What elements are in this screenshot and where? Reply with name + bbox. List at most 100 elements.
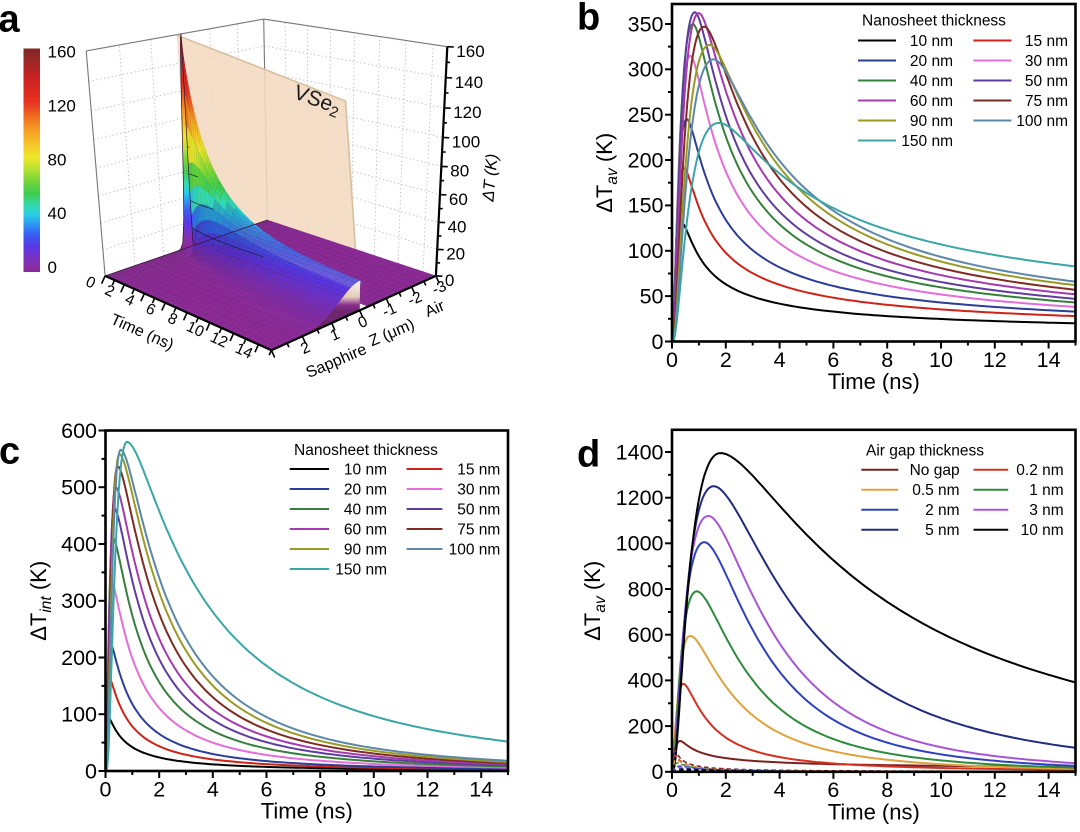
svg-text:Air: Air: [423, 297, 448, 321]
svg-text:d: d: [577, 434, 600, 476]
svg-text:12: 12: [983, 348, 1007, 372]
svg-text:Time (ns): Time (ns): [261, 799, 353, 824]
svg-text:10: 10: [929, 348, 953, 372]
svg-text:60 nm: 60 nm: [910, 93, 953, 110]
svg-text:0: 0: [666, 348, 678, 372]
svg-text:3 nm: 3 nm: [1029, 502, 1063, 519]
svg-text:50: 50: [640, 284, 664, 308]
svg-text:Nanosheet thickness: Nanosheet thickness: [862, 13, 1006, 30]
svg-text:a: a: [0, 0, 21, 41]
svg-text:30 nm: 30 nm: [1025, 53, 1068, 70]
svg-text:2: 2: [720, 348, 732, 372]
svg-text:80: 80: [450, 162, 469, 181]
svg-text:40 nm: 40 nm: [910, 73, 953, 90]
svg-text:14: 14: [1037, 778, 1061, 802]
svg-text:4: 4: [774, 348, 786, 372]
svg-text:200: 200: [628, 148, 664, 172]
svg-text:100: 100: [61, 703, 97, 727]
svg-text:30 nm: 30 nm: [457, 482, 500, 499]
svg-text:100: 100: [628, 239, 664, 263]
svg-text:-3: -3: [430, 278, 449, 299]
svg-text:40: 40: [48, 204, 67, 223]
svg-text:120: 120: [453, 103, 481, 122]
svg-text:4: 4: [774, 778, 786, 802]
svg-text:10: 10: [929, 778, 953, 802]
svg-text:1400: 1400: [616, 440, 664, 464]
svg-text:600: 600: [61, 419, 97, 443]
svg-text:20: 20: [446, 245, 465, 264]
svg-text:10 nm: 10 nm: [910, 33, 953, 50]
svg-text:10: 10: [362, 777, 386, 801]
svg-text:200: 200: [61, 646, 97, 670]
svg-text:350: 350: [628, 12, 664, 36]
svg-text:1200: 1200: [616, 486, 664, 510]
svg-text:15 nm: 15 nm: [457, 462, 500, 479]
svg-text:b: b: [577, 0, 600, 39]
svg-text:400: 400: [61, 532, 97, 556]
svg-text:Time (ns): Time (ns): [828, 799, 920, 824]
svg-text:300: 300: [628, 58, 664, 82]
svg-text:300: 300: [61, 589, 97, 613]
svg-text:8: 8: [881, 778, 893, 802]
svg-text:0: 0: [48, 258, 57, 277]
svg-text:20 nm: 20 nm: [344, 482, 387, 499]
svg-text:6: 6: [827, 348, 839, 372]
svg-text:12: 12: [983, 778, 1007, 802]
svg-text:40 nm: 40 nm: [344, 502, 387, 519]
svg-text:100 nm: 100 nm: [449, 542, 501, 559]
svg-text:14: 14: [469, 777, 493, 801]
svg-text:250: 250: [628, 103, 664, 127]
svg-text:150 nm: 150 nm: [335, 562, 387, 579]
svg-text:40: 40: [448, 218, 467, 237]
svg-text:100: 100: [452, 133, 480, 152]
svg-text:6: 6: [261, 777, 273, 801]
svg-text:0: 0: [652, 330, 664, 354]
svg-text:80: 80: [48, 150, 67, 169]
svg-text:-2: -2: [405, 289, 424, 310]
svg-text:50 nm: 50 nm: [457, 502, 500, 519]
svg-text:0: 0: [100, 777, 112, 801]
svg-text:60 nm: 60 nm: [344, 522, 387, 539]
svg-text:12: 12: [207, 329, 230, 352]
svg-text:10: 10: [184, 318, 207, 341]
svg-text:1000: 1000: [616, 532, 664, 556]
svg-text:0: 0: [666, 778, 678, 802]
svg-text:1 nm: 1 nm: [1029, 482, 1063, 499]
svg-text:8: 8: [881, 348, 893, 372]
svg-text:100 nm: 100 nm: [1016, 113, 1068, 130]
svg-text:ΔTav (K): ΔTav (K): [592, 133, 621, 213]
svg-text:4: 4: [207, 777, 219, 801]
svg-text:10 nm: 10 nm: [344, 462, 387, 479]
svg-text:120: 120: [48, 97, 76, 116]
svg-text:Time (ns): Time (ns): [828, 369, 920, 394]
svg-text:Nanosheet thickness: Nanosheet thickness: [294, 442, 438, 459]
svg-text:20 nm: 20 nm: [910, 53, 953, 70]
svg-text:75 nm: 75 nm: [457, 522, 500, 539]
svg-text:160: 160: [48, 43, 76, 62]
svg-text:No gap: No gap: [910, 462, 960, 479]
svg-text:400: 400: [628, 669, 664, 693]
svg-text:90 nm: 90 nm: [910, 113, 953, 130]
svg-text:0: 0: [652, 760, 664, 784]
svg-text:150: 150: [628, 194, 664, 218]
svg-text:0.5 nm: 0.5 nm: [912, 482, 959, 499]
svg-text:2: 2: [153, 777, 165, 801]
svg-text:2 nm: 2 nm: [925, 502, 959, 519]
svg-text:140: 140: [455, 73, 483, 92]
svg-text:0.2 nm: 0.2 nm: [1016, 462, 1063, 479]
svg-text:Air gap thickness: Air gap thickness: [866, 443, 984, 460]
svg-text:500: 500: [61, 476, 97, 500]
svg-text:12: 12: [416, 777, 440, 801]
svg-text:10 nm: 10 nm: [1021, 522, 1064, 539]
svg-text:75 nm: 75 nm: [1025, 93, 1068, 110]
svg-text:14: 14: [232, 340, 255, 363]
svg-text:90 nm: 90 nm: [344, 542, 387, 559]
svg-text:ΔT (K): ΔT (K): [479, 153, 501, 203]
svg-text:0: 0: [445, 271, 454, 290]
svg-text:600: 600: [628, 623, 664, 647]
svg-text:2: 2: [720, 778, 732, 802]
svg-text:150 nm: 150 nm: [901, 133, 953, 150]
svg-text:0: 0: [85, 759, 97, 783]
svg-text:200: 200: [628, 714, 664, 738]
svg-text:50 nm: 50 nm: [1025, 73, 1068, 90]
